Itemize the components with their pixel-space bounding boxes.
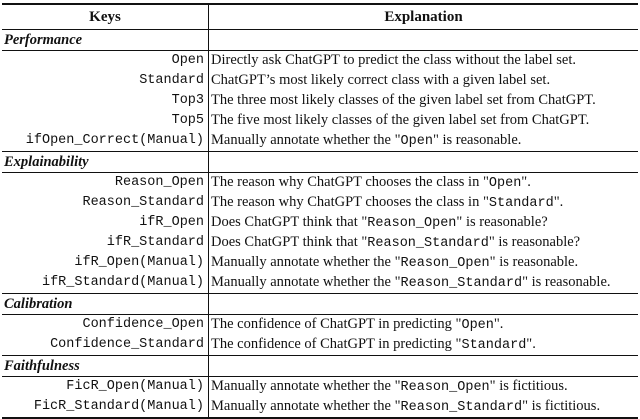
table-row: FicR_Standard(Manual) Manually annotate w… [2,397,638,418]
explanation-cell: The three most likely classes of the giv… [208,91,638,111]
section-header: Faithfulness [2,355,638,377]
explanation-cell: Manually annotate whether the "Reason_Op… [208,376,638,397]
explanation-cell: The confidence of ChatGPT in predicting … [208,314,638,335]
explanation-text: The three most likely classes of the giv… [211,92,596,108]
explanation-code: Reason_Open [400,256,490,271]
explanation-cell: The confidence of ChatGPT in predicting … [208,335,638,356]
key-cell: Top3 [171,93,204,108]
key-cell: Top5 [171,113,204,128]
key-cell: ifR_Open [139,215,204,230]
key-cell: Confidence_Standard [2,335,209,356]
explanation-cell: The reason why ChatGPT chooses the class… [208,172,638,193]
table-row: Confidence_Open The confidence of ChatGPT… [2,314,638,335]
keys-table: Keys Explanation Performance Open Directly… [2,3,638,419]
key-cell: Standard [139,73,204,88]
explanation-code: Standard [488,196,554,211]
section-title: Calibration [2,293,209,315]
section-blank [208,355,638,377]
explanation-text: Manually annotate whether the " [211,398,401,414]
explanation-text: The confidence of ChatGPT in predicting … [211,316,462,332]
explanation-cell: The five most likely classes of the give… [208,111,638,131]
table-row: Reason_Standard The reason why ChatGPT ch… [2,193,638,213]
explanation-code: Standard [461,338,527,353]
table-row: Top5 The five most likely classes of the … [2,111,638,131]
key-cell: Open [171,53,204,68]
section-header: Calibration [2,293,638,315]
explanation-code: Reason_Standard [400,276,523,291]
table-row: ifR_Standard(Manual) Manually annotate wh… [2,273,638,294]
explanation-text: ChatGPT’s most likely correct class with… [211,72,551,88]
explanation-text-end: " is fictitious. [522,398,601,414]
key-cell: ifR_Open(Manual) [74,255,204,270]
table-row: Confidence_Standard The confidence of Cha… [2,335,638,356]
section-title: Faithfulness [2,355,209,377]
key-cell: Reason_Open [114,175,204,190]
section-title: Performance [2,29,209,51]
explanation-text: Manually annotate whether the " [211,132,401,148]
table-row: ifOpen_Correct(Manual) Manually annotate … [2,131,638,152]
explanation-text-end: " is reasonable? [488,234,581,250]
table-row: Open Directly ask ChatGPT to predict the … [2,50,638,71]
header-explanation: Explanation [208,4,638,30]
key-cell: Confidence_Open [82,317,204,332]
explanation-text-end: " is reasonable. [522,274,611,290]
explanation-cell: The reason why ChatGPT chooses the class… [208,193,638,213]
explanation-cell: ChatGPT’s most likely correct class with… [208,71,638,91]
key-cell: ifR_Standard [106,235,204,250]
key-cell: ifR_Standard(Manual) [2,273,209,294]
explanation-cell: Manually annotate whether the "Open" is … [208,131,638,152]
table-row: ifR_Open Does ChatGPT think that "Reason_… [2,213,638,233]
table-row: Top3 The three most likely classes of the… [2,91,638,111]
explanation-text: Manually annotate whether the " [211,274,401,290]
explanation-text-end: ". [493,316,504,332]
section-blank [208,293,638,315]
explanation-text: Directly ask ChatGPT to predict the clas… [211,52,576,68]
explanation-text: Manually annotate whether the " [211,378,401,394]
explanation-cell: Manually annotate whether the "Reason_Op… [208,253,638,273]
explanation-cell: Manually annotate whether the "Reason_St… [208,273,638,294]
explanation-text-end: ". [526,336,536,352]
section-title: Explainability [2,151,209,173]
explanation-text: Does ChatGPT think that " [211,214,368,230]
key-cell: Reason_Standard [82,195,204,210]
explanation-text-end: " is reasonable? [456,214,548,230]
key-cell: ifOpen_Correct(Manual) [2,131,209,152]
explanation-text: The reason why ChatGPT chooses the class… [211,174,489,190]
explanation-code: Reason_Standard [400,400,523,415]
explanation-text: Does ChatGPT think that " [211,234,368,250]
explanation-text: Manually annotate whether the " [211,254,401,270]
explanation-text: The five most likely classes of the give… [211,112,590,128]
explanation-text-end: ". [553,194,564,210]
explanation-code: Reason_Standard [367,236,489,251]
section-blank [208,29,638,51]
explanation-text-end: " is fictitious. [489,378,568,394]
table-row: ifR_Standard Does ChatGPT think that "Rea… [2,233,638,253]
explanation-cell: Does ChatGPT think that "Reason_Standard… [208,233,638,253]
section-header: Performance [2,29,638,51]
table-row: ifR_Open(Manual) Manually annotate whethe… [2,253,638,273]
explanation-text-end: ". [521,174,531,190]
header-keys: Keys [2,4,209,30]
explanation-code: Open [400,134,433,149]
explanation-code: Open [461,318,494,333]
section-header: Explainability [2,151,638,173]
explanation-code: Reason_Open [367,216,457,231]
explanation-text: The confidence of ChatGPT in predicting … [211,336,462,352]
key-cell: FicR_Standard(Manual) [33,399,204,414]
explanation-text-end: " is reasonable. [489,254,579,270]
table-row: Reason_Open The reason why ChatGPT choose… [2,172,638,193]
key-cell: FicR_Open(Manual) [66,379,204,394]
explanation-code: Reason_Open [400,380,490,395]
explanation-cell: Directly ask ChatGPT to predict the clas… [208,50,638,71]
explanation-cell: Manually annotate whether the "Reason_St… [208,397,638,418]
explanation-cell: Does ChatGPT think that "Reason_Open" is… [208,213,638,233]
explanation-code: Open [488,176,522,191]
table-row: FicR_Open(Manual) Manually annotate wheth… [2,376,638,397]
table-row: Standard ChatGPT’s most likely correct cl… [2,71,638,91]
explanation-text: The reason why ChatGPT chooses the class… [211,194,489,210]
section-blank [208,151,638,173]
explanation-text-end: " is reasonable. [432,132,522,148]
